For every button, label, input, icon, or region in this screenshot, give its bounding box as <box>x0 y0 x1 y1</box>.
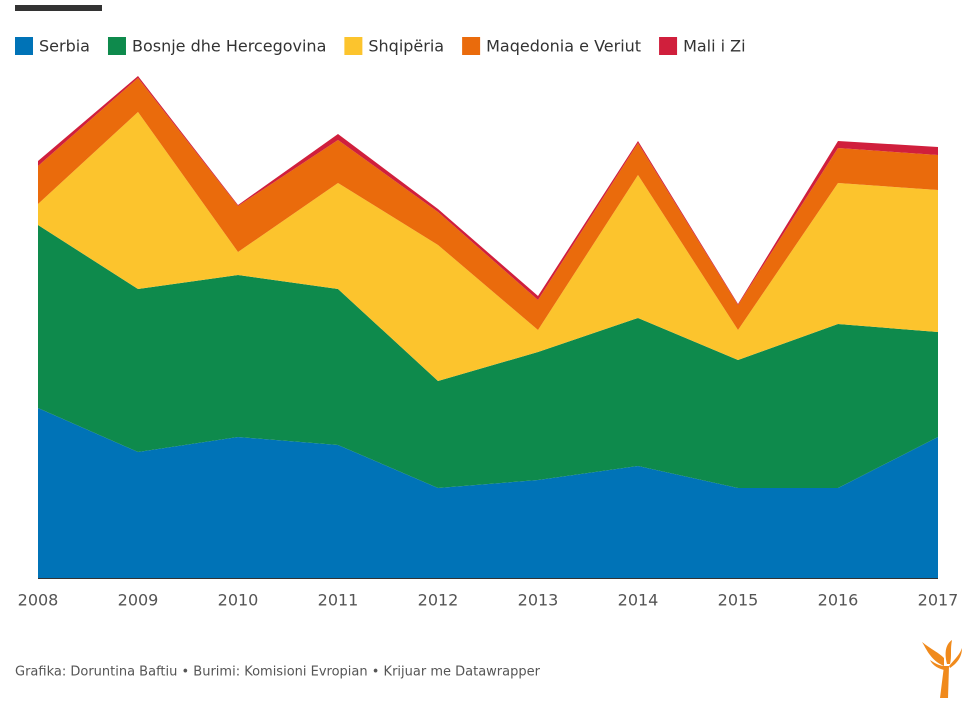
x-tick-label: 2011 <box>318 591 359 610</box>
x-tick-label: 2016 <box>818 591 859 610</box>
x-tick-label: 2017 <box>918 591 959 610</box>
footer: Grafika: Doruntina Baftiu • Burimi: Komi… <box>15 665 541 680</box>
area <box>38 78 938 330</box>
area <box>38 225 938 488</box>
x-tick-label: 2008 <box>18 591 59 610</box>
legend-swatch <box>344 37 363 55</box>
legend-swatch <box>107 37 126 55</box>
x-tick-label: 2009 <box>118 591 159 610</box>
x-tick-label: 2012 <box>418 591 459 610</box>
x-tick-label: 2015 <box>718 591 759 610</box>
x-tick-label: 2013 <box>518 591 559 610</box>
legend-swatch <box>462 37 481 55</box>
legend-label: Maqedonia e Veriut <box>486 37 641 56</box>
x-tick-label: 2014 <box>618 591 659 610</box>
legend-label: Mali i Zi <box>683 37 746 56</box>
areas <box>38 76 938 578</box>
x-tick-label: 2010 <box>218 591 259 610</box>
legend-label: Serbia <box>39 37 90 56</box>
area <box>38 408 938 578</box>
area <box>38 112 938 381</box>
legend-label: Bosnje dhe Hercegovina <box>132 37 326 56</box>
legend-swatch <box>15 37 33 55</box>
header-bar <box>15 5 102 11</box>
legend-label: Shqipëria <box>368 37 444 56</box>
logo <box>922 640 962 698</box>
legend-swatch <box>659 37 678 55</box>
